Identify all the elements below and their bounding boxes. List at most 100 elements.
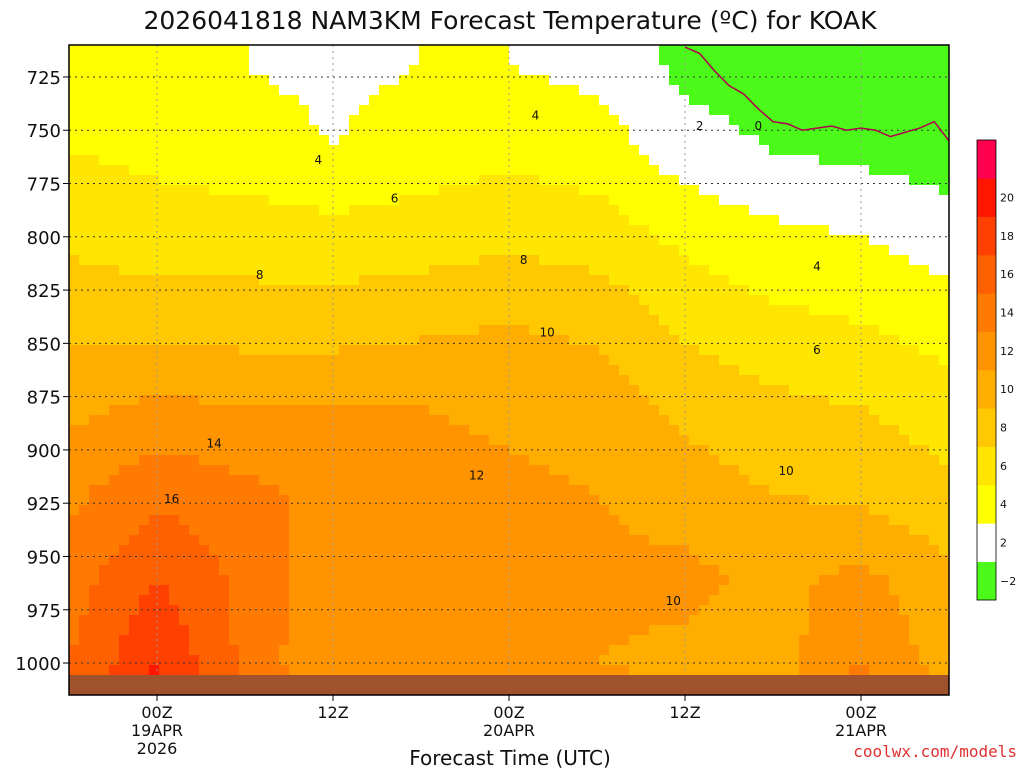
temp-cell [109, 195, 120, 206]
temp-cell [459, 585, 470, 596]
temp-cell [609, 325, 620, 336]
temp-cell [599, 505, 610, 516]
temp-cell [349, 455, 360, 466]
temp-cell [119, 585, 130, 596]
temp-cell [729, 165, 740, 176]
temp-cell [439, 565, 450, 576]
temp-cell [69, 395, 80, 406]
temp-cell [149, 265, 160, 276]
temp-cell [809, 515, 820, 526]
temp-cell [229, 255, 240, 266]
temp-cell [559, 405, 570, 416]
temp-cell [639, 65, 650, 76]
temp-cell [199, 575, 210, 586]
temp-cell [509, 465, 520, 476]
temp-cell [149, 415, 160, 426]
temp-cell [859, 135, 870, 146]
temp-cell [279, 165, 290, 176]
temp-cell [289, 255, 300, 266]
temp-cell [519, 485, 530, 496]
temp-cell [699, 345, 710, 356]
temp-cell [739, 605, 750, 616]
temp-cell [879, 325, 890, 336]
temp-cell [799, 315, 810, 326]
temp-cell [619, 85, 630, 96]
temp-cell [899, 485, 910, 496]
temp-cell [79, 105, 90, 116]
temp-cell [859, 235, 870, 246]
temp-cell [269, 495, 280, 506]
temp-cell [629, 175, 640, 186]
temp-cell [379, 45, 390, 56]
temp-cell [709, 225, 720, 236]
temp-cell [519, 155, 530, 166]
temp-cell [699, 555, 710, 566]
temp-cell [839, 575, 850, 586]
temp-cell [739, 205, 750, 216]
temp-cell [889, 305, 900, 316]
temp-cell [749, 185, 760, 196]
temp-cell [249, 415, 260, 426]
temp-cell [339, 115, 350, 126]
temp-cell [869, 295, 880, 306]
temp-cell [149, 315, 160, 326]
temp-cell [469, 605, 480, 616]
temp-cell [589, 125, 600, 136]
temp-cell [239, 235, 250, 246]
temp-cell [309, 155, 320, 166]
temp-cell [629, 75, 640, 86]
temp-cell [389, 115, 400, 126]
temp-cell [519, 175, 530, 186]
temp-cell [209, 235, 220, 246]
temp-cell [359, 435, 370, 446]
temp-cell [909, 135, 920, 146]
temp-cell [439, 175, 450, 186]
temp-cell [159, 155, 170, 166]
temp-cell [739, 335, 750, 346]
temp-cell [419, 225, 430, 236]
temp-cell [209, 175, 220, 186]
temp-cell [449, 325, 460, 336]
temp-cell [859, 215, 870, 226]
temp-cell [229, 285, 240, 296]
temp-cell [519, 325, 530, 336]
temp-cell [719, 205, 730, 216]
temp-cell [89, 545, 100, 556]
temp-cell [99, 585, 110, 596]
temp-cell [499, 565, 510, 576]
temp-cell [859, 465, 870, 476]
temp-cell [119, 415, 130, 426]
temp-cell [519, 295, 530, 306]
temp-cell [79, 65, 90, 76]
temp-cell [729, 355, 740, 366]
temp-cell [409, 405, 420, 416]
temp-cell [849, 175, 860, 186]
temp-cell [319, 175, 330, 186]
temp-cell [309, 495, 320, 506]
temp-cell [409, 75, 420, 86]
temp-cell [739, 595, 750, 606]
temp-cell [299, 525, 310, 536]
temp-cell [539, 305, 550, 316]
temp-cell [419, 435, 430, 446]
temp-cell [149, 365, 160, 376]
temp-cell [189, 545, 200, 556]
temp-cell [679, 155, 690, 166]
temp-cell [329, 525, 340, 536]
temp-cell [269, 355, 280, 366]
temp-cell [899, 525, 910, 536]
temp-cell [849, 565, 860, 576]
temp-cell [829, 105, 840, 116]
temp-cell [539, 545, 550, 556]
temp-cell [329, 65, 340, 76]
temp-cell [189, 365, 200, 376]
temp-cell [589, 515, 600, 526]
temp-cell [839, 145, 850, 156]
temp-cell [589, 605, 600, 616]
temp-cell [939, 265, 949, 276]
temp-cell [649, 85, 660, 96]
temp-cell [269, 225, 280, 236]
temp-cell [209, 575, 220, 586]
temp-cell [479, 295, 490, 306]
temp-cell [179, 265, 190, 276]
